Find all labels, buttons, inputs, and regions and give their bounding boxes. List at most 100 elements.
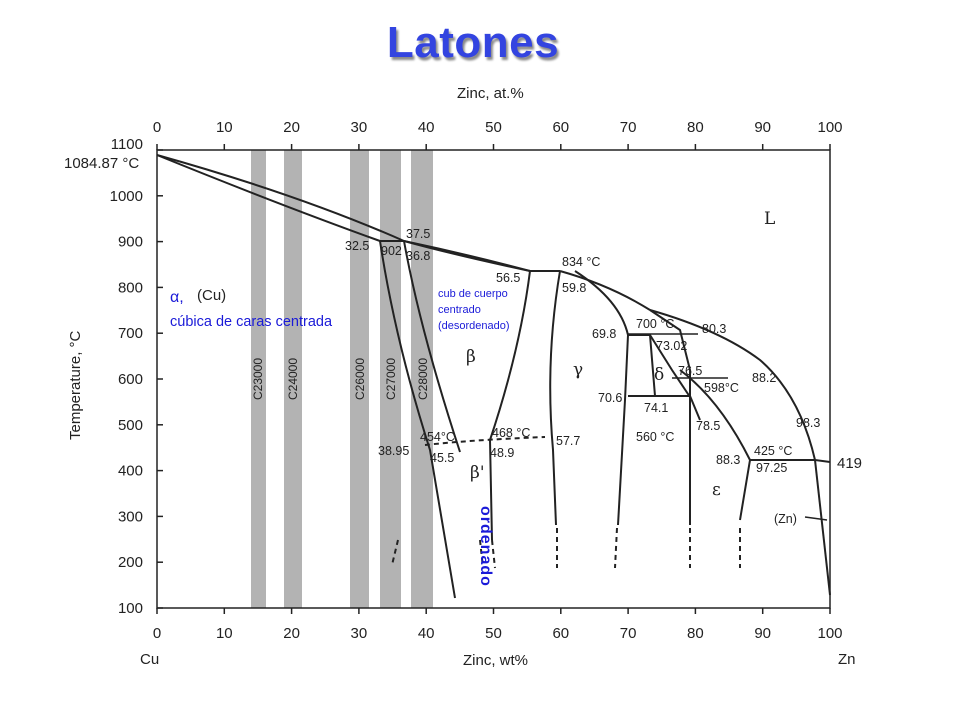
x-bottom-ticks: 0 10 20 30 40 50 60 70 80 90 100 bbox=[153, 608, 843, 642]
zn-pointer bbox=[804, 516, 828, 521]
alloy-bands bbox=[251, 150, 433, 608]
gamma-dash-1 bbox=[491, 539, 496, 569]
x-tick-label: 70 bbox=[620, 119, 637, 136]
alloy-label-c28000: C28000 bbox=[416, 358, 430, 400]
annotation-ordered: ordenado bbox=[477, 506, 494, 587]
label-80-3: 80.3 bbox=[702, 322, 726, 336]
beta-solidus bbox=[403, 240, 531, 272]
slide-title: Latones bbox=[386, 18, 560, 67]
x-tick-label: 10 bbox=[216, 119, 233, 136]
phase-cu: (Cu) bbox=[197, 287, 226, 304]
annotation-bcc-line2: centrado bbox=[438, 304, 481, 316]
label-48-9: 48.9 bbox=[490, 446, 514, 460]
label-70-6: 70.6 bbox=[598, 391, 622, 405]
y-tick-label: 300 bbox=[118, 508, 143, 525]
alloy-band-c27000 bbox=[380, 150, 401, 608]
alloy-band-c26000 bbox=[350, 150, 369, 608]
liquidus-upper-right bbox=[649, 309, 831, 463]
solidus-alpha bbox=[156, 154, 381, 242]
cu-axis-label: Cu bbox=[140, 651, 159, 668]
x-tick-label: 90 bbox=[754, 625, 771, 642]
label-98-3: 98.3 bbox=[796, 416, 820, 430]
x-tick-label: 30 bbox=[351, 625, 368, 642]
x-tick-label: 20 bbox=[283, 119, 300, 136]
y-tick-label: 100 bbox=[118, 600, 143, 617]
label-700: 700 °C bbox=[636, 317, 674, 331]
label-560: 560 °C bbox=[636, 430, 674, 444]
x-tick-label: 20 bbox=[283, 625, 300, 642]
x-tick-label: 50 bbox=[485, 625, 502, 642]
label-454: 454°C bbox=[420, 430, 455, 444]
y-tick-label: 900 bbox=[118, 234, 143, 251]
y-tick-label: 500 bbox=[118, 417, 143, 434]
annotation-alpha: α, bbox=[170, 289, 184, 306]
label-902: 902 bbox=[381, 244, 402, 258]
y-tick-label: 800 bbox=[118, 279, 143, 296]
y-tick-label: 700 bbox=[118, 325, 143, 342]
gamma-delta-boundary bbox=[574, 270, 630, 526]
label-59-8: 59.8 bbox=[562, 281, 586, 295]
phase-boundaries bbox=[156, 154, 831, 599]
delta-left bbox=[628, 334, 656, 397]
alloy-band-c28000 bbox=[411, 150, 433, 608]
label-468: 468 °C bbox=[492, 426, 530, 440]
alpha-dash bbox=[391, 539, 399, 566]
annotation-bcc-line3: (desordenado) bbox=[438, 320, 510, 332]
x-tick-label: 10 bbox=[216, 625, 233, 642]
x-tick-label: 80 bbox=[687, 119, 704, 136]
label-97-25: 97.25 bbox=[756, 461, 787, 475]
epsilon-left bbox=[649, 309, 691, 525]
alloy-band-c23000 bbox=[251, 150, 266, 608]
x-bottom-axis-title: Zinc, wt% bbox=[463, 652, 528, 669]
label-32-5: 32.5 bbox=[345, 239, 369, 253]
label-36-8: 36.8 bbox=[406, 249, 430, 263]
alpha-solvus bbox=[379, 240, 456, 599]
gamma-beta-boundary bbox=[549, 270, 561, 526]
y-ticks: 1000 900 800 700 600 500 400 300 200 100 1100 bbox=[110, 136, 163, 617]
epsilon-dash-1 bbox=[614, 527, 618, 569]
alloy-band-c24000 bbox=[284, 150, 302, 608]
alloy-label-c26000: C26000 bbox=[353, 358, 367, 400]
label-38-95: 38.95 bbox=[378, 444, 409, 458]
label-425: 425 °C bbox=[754, 444, 792, 458]
y-tick-label: 1100 bbox=[111, 136, 143, 153]
x-tick-label: 0 bbox=[153, 625, 161, 642]
alloy-label-c27000: C27000 bbox=[384, 358, 398, 400]
y-tick-label: 600 bbox=[118, 371, 143, 388]
x-tick-label: 100 bbox=[817, 625, 842, 642]
point-labels: 1084.87 °C 32.5 902 37.5 36.8 56.5 834 °… bbox=[64, 155, 862, 475]
order-disorder-line bbox=[424, 436, 546, 446]
y-tick-label: 1000 bbox=[110, 188, 143, 205]
x-tick-label: 90 bbox=[754, 119, 771, 136]
phase-zn: (Zn) bbox=[774, 512, 797, 526]
label-56-5: 56.5 bbox=[496, 271, 520, 285]
x-tick-label: 40 bbox=[418, 625, 435, 642]
label-834: 834 °C bbox=[562, 255, 600, 269]
annotation-bcc-line1: cub de cuerpo bbox=[438, 288, 508, 300]
x-top-axis-title: Zinc, at.% bbox=[457, 85, 524, 102]
phase-epsilon: ε bbox=[712, 480, 721, 500]
x-top-ticks: 0 10 20 30 40 50 60 70 80 90 100 bbox=[153, 119, 843, 150]
phase-delta: δ bbox=[654, 365, 664, 385]
x-tick-label: 40 bbox=[418, 119, 435, 136]
x-tick-label: 50 bbox=[485, 119, 502, 136]
y-tick-label: 400 bbox=[118, 463, 143, 480]
label-598c: 598°C bbox=[704, 381, 739, 395]
liquidus-alpha bbox=[156, 154, 405, 242]
label-73-02: 73.02 bbox=[656, 339, 687, 353]
label-57-7: 57.7 bbox=[556, 434, 580, 448]
alloy-label-c23000: C23000 bbox=[251, 358, 265, 400]
beta-gamma-boundary bbox=[488, 270, 531, 541]
x-tick-label: 60 bbox=[552, 625, 569, 642]
phase-gamma: γ bbox=[573, 360, 583, 380]
phase-liquid: L bbox=[764, 209, 775, 229]
x-tick-label: 0 bbox=[153, 119, 161, 136]
phase-beta-prime: β' bbox=[470, 463, 485, 483]
beta-prime-dash bbox=[479, 539, 484, 569]
label-cu-melt: 1084.87 °C bbox=[64, 155, 139, 172]
y-tick-label: 200 bbox=[118, 554, 143, 571]
label-419: 419 bbox=[837, 455, 862, 472]
delta-right bbox=[649, 334, 691, 398]
label-45-5: 45.5 bbox=[430, 451, 454, 465]
